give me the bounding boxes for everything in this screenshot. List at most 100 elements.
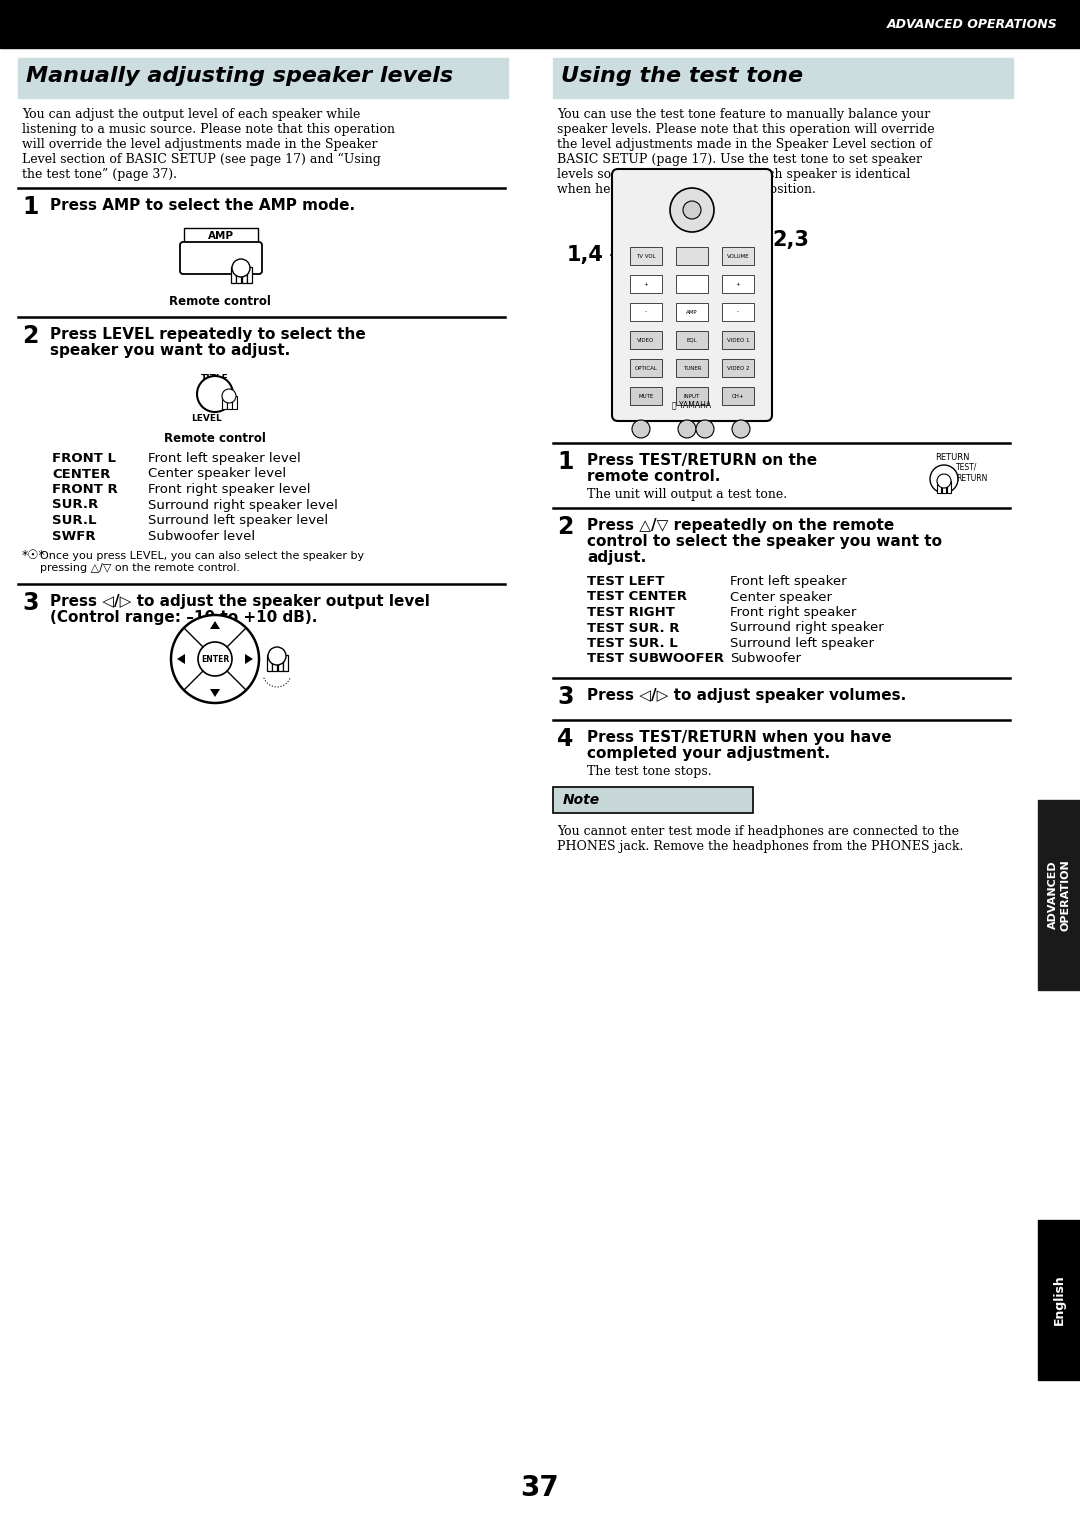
Text: +: + [644, 281, 648, 287]
Text: Level section of BASIC SETUP (see page 17) and “Using: Level section of BASIC SETUP (see page 1… [22, 153, 381, 166]
Text: Subwoofer level: Subwoofer level [148, 530, 255, 543]
Text: -: - [737, 310, 739, 314]
Text: 1: 1 [557, 450, 573, 475]
Text: 4: 4 [557, 726, 573, 751]
Text: CENTER: CENTER [52, 467, 110, 481]
Bar [676, 275, 708, 293]
Bar [630, 331, 662, 349]
Text: Front left speaker level: Front left speaker level [148, 452, 300, 465]
Text: will override the level adjustments made in the Speaker: will override the level adjustments made… [22, 137, 378, 151]
Bar [227, 397, 231, 409]
Text: levels so that the volume from each speaker is identical: levels so that the volume from each spea… [557, 168, 910, 182]
Bar [267, 655, 271, 671]
Text: 3: 3 [557, 685, 573, 710]
Text: 2: 2 [22, 324, 39, 348]
Text: FRONT L: FRONT L [52, 452, 116, 465]
Bar [723, 331, 754, 349]
Text: TEST LEFT: TEST LEFT [588, 575, 664, 588]
Text: Press ◁/▷ to adjust speaker volumes.: Press ◁/▷ to adjust speaker volumes. [588, 688, 906, 703]
Text: the level adjustments made in the Speaker Level section of: the level adjustments made in the Speake… [557, 137, 932, 151]
Bar [18, 58, 508, 98]
Text: remote control.: remote control. [588, 468, 720, 484]
Circle shape [696, 420, 714, 438]
Text: Using the test tone: Using the test tone [561, 66, 804, 85]
Circle shape [171, 615, 259, 703]
Text: Press △/▽ repeatedly on the remote: Press △/▽ repeatedly on the remote [588, 517, 894, 533]
Text: Press AMP to select the AMP mode.: Press AMP to select the AMP mode. [50, 198, 355, 214]
Polygon shape [177, 655, 185, 664]
Text: FRONT R: FRONT R [52, 484, 118, 496]
Text: The test tone stops.: The test tone stops. [588, 765, 712, 778]
Circle shape [930, 465, 958, 493]
Text: TEST SUBWOOFER: TEST SUBWOOFER [588, 653, 724, 665]
Text: You can adjust the output level of each speaker while: You can adjust the output level of each … [22, 108, 361, 121]
Text: English: English [1053, 1274, 1066, 1326]
Text: You cannot enter test mode if headphones are connected to the: You cannot enter test mode if headphones… [557, 826, 959, 838]
Circle shape [268, 647, 286, 665]
Text: ADVANCED
OPERATION: ADVANCED OPERATION [1048, 859, 1070, 931]
Text: VOLUME: VOLUME [727, 253, 750, 258]
Text: SUR.R: SUR.R [52, 499, 98, 511]
FancyBboxPatch shape [184, 227, 258, 244]
Text: 2,3: 2,3 [772, 230, 809, 250]
Text: MUTE: MUTE [638, 394, 653, 398]
Text: (Control range: –10 to +10 dB).: (Control range: –10 to +10 dB). [50, 610, 318, 626]
Text: Surround right speaker level: Surround right speaker level [148, 499, 338, 511]
Text: TEST RIGHT: TEST RIGHT [588, 606, 675, 620]
Text: SWFR: SWFR [52, 530, 96, 543]
Circle shape [732, 420, 750, 438]
Circle shape [670, 188, 714, 232]
Bar [937, 481, 941, 493]
Text: TEST/
RETURN: TEST/ RETURN [956, 462, 987, 484]
Text: VIDEO 1: VIDEO 1 [727, 337, 750, 342]
Text: Front right speaker level: Front right speaker level [148, 484, 311, 496]
Circle shape [632, 420, 650, 438]
Text: VIDEO: VIDEO [637, 337, 654, 342]
FancyBboxPatch shape [180, 243, 262, 275]
Bar [630, 275, 662, 293]
Bar [246, 267, 252, 282]
Bar [230, 267, 235, 282]
Bar [242, 267, 246, 282]
Bar [942, 481, 946, 493]
Text: TEST SUR. L: TEST SUR. L [588, 636, 678, 650]
Text: ENTER: ENTER [201, 655, 229, 664]
Text: INPUT: INPUT [684, 394, 700, 398]
Bar [553, 58, 1013, 98]
Text: listening to a music source. Please note that this operation: listening to a music source. Please note… [22, 124, 395, 136]
Text: Press LEVEL repeatedly to select the: Press LEVEL repeatedly to select the [50, 327, 366, 342]
Bar [676, 304, 708, 320]
Circle shape [198, 642, 232, 676]
Text: 37: 37 [521, 1474, 559, 1502]
Text: SUR.L: SUR.L [52, 514, 96, 526]
Circle shape [683, 201, 701, 220]
Text: TITLE: TITLE [201, 374, 229, 383]
Text: The unit will output a test tone.: The unit will output a test tone. [588, 488, 787, 501]
Text: speaker you want to adjust.: speaker you want to adjust. [50, 343, 291, 359]
Bar [1038, 800, 1080, 990]
Bar [723, 359, 754, 377]
Text: TEST CENTER: TEST CENTER [588, 591, 687, 603]
Circle shape [197, 375, 233, 412]
Text: Press ◁/▷ to adjust the speaker output level: Press ◁/▷ to adjust the speaker output l… [50, 594, 430, 609]
Text: Note: Note [563, 794, 600, 807]
Text: PHONES jack. Remove the headphones from the PHONES jack.: PHONES jack. Remove the headphones from … [557, 839, 963, 853]
Bar [231, 397, 237, 409]
Bar [221, 397, 227, 409]
Text: LEVEL: LEVEL [191, 414, 222, 423]
Text: OPTICAL: OPTICAL [635, 366, 658, 371]
Text: TUNER: TUNER [683, 366, 701, 371]
Bar [553, 787, 753, 813]
FancyBboxPatch shape [612, 169, 772, 421]
Text: 1: 1 [22, 195, 39, 220]
Bar [278, 655, 283, 671]
Bar [723, 388, 754, 404]
Text: Remote control: Remote control [164, 432, 266, 446]
Text: Remote control: Remote control [170, 295, 271, 308]
Text: control to select the speaker you want to: control to select the speaker you want t… [588, 534, 942, 549]
Bar [947, 481, 951, 493]
Bar [1038, 1219, 1080, 1380]
Text: Center speaker level: Center speaker level [148, 467, 286, 481]
Bar [723, 275, 754, 293]
Text: BASIC SETUP (page 17). Use the test tone to set speaker: BASIC SETUP (page 17). Use the test tone… [557, 153, 922, 166]
